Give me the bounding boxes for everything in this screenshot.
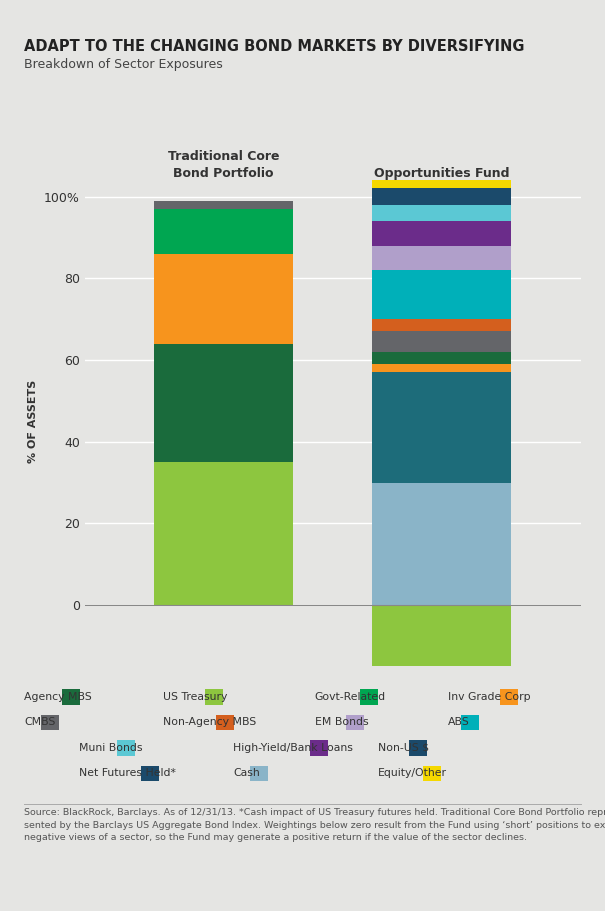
Text: High-Yield/Bank Loans: High-Yield/Bank Loans	[233, 743, 353, 752]
Bar	[154, 209, 293, 254]
Text: Inv Grade Corp: Inv Grade Corp	[448, 692, 531, 701]
Text: Equity/Other: Equity/Other	[378, 769, 447, 778]
Bar	[373, 483, 511, 605]
Text: EM Bonds: EM Bonds	[315, 718, 368, 727]
Bar	[373, 221, 511, 246]
Bar	[373, 319, 511, 332]
Text: Muni Bonds: Muni Bonds	[79, 743, 142, 752]
Text: Traditional Core
Bond Portfolio: Traditional Core Bond Portfolio	[168, 150, 280, 180]
Bar	[154, 200, 293, 209]
Bar	[373, 180, 511, 189]
Text: Cash: Cash	[233, 769, 260, 778]
Y-axis label: % OF ASSETS: % OF ASSETS	[28, 380, 38, 463]
Text: ABS: ABS	[448, 718, 469, 727]
Bar	[373, 246, 511, 271]
Text: CMBS: CMBS	[24, 718, 56, 727]
Text: Breakdown of Sector Exposures: Breakdown of Sector Exposures	[24, 58, 223, 71]
Text: ADAPT TO THE CHANGING BOND MARKETS BY DIVERSIFYING: ADAPT TO THE CHANGING BOND MARKETS BY DI…	[24, 39, 525, 54]
Bar	[154, 254, 293, 343]
Text: US Treasury: US Treasury	[163, 692, 227, 701]
Bar	[373, 352, 511, 364]
Bar	[373, 605, 511, 667]
Bar	[154, 462, 293, 605]
Bar	[373, 189, 511, 205]
Text: Non-US $: Non-US $	[378, 743, 430, 752]
Bar	[154, 343, 293, 462]
Bar	[373, 271, 511, 319]
Text: Agency MBS: Agency MBS	[24, 692, 92, 701]
Text: Source: BlackRock, Barclays. As of 12/31/13. *Cash impact of US Treasury futures: Source: BlackRock, Barclays. As of 12/31…	[24, 808, 605, 842]
Text: Opportunities Fund: Opportunities Fund	[374, 168, 509, 180]
Bar	[373, 373, 511, 483]
Bar	[373, 332, 511, 352]
Text: Govt-Related: Govt-Related	[315, 692, 386, 701]
Text: Non-Agency MBS: Non-Agency MBS	[163, 718, 257, 727]
Text: Net Futures Held*: Net Futures Held*	[79, 769, 175, 778]
Bar	[373, 205, 511, 221]
Bar	[373, 364, 511, 373]
